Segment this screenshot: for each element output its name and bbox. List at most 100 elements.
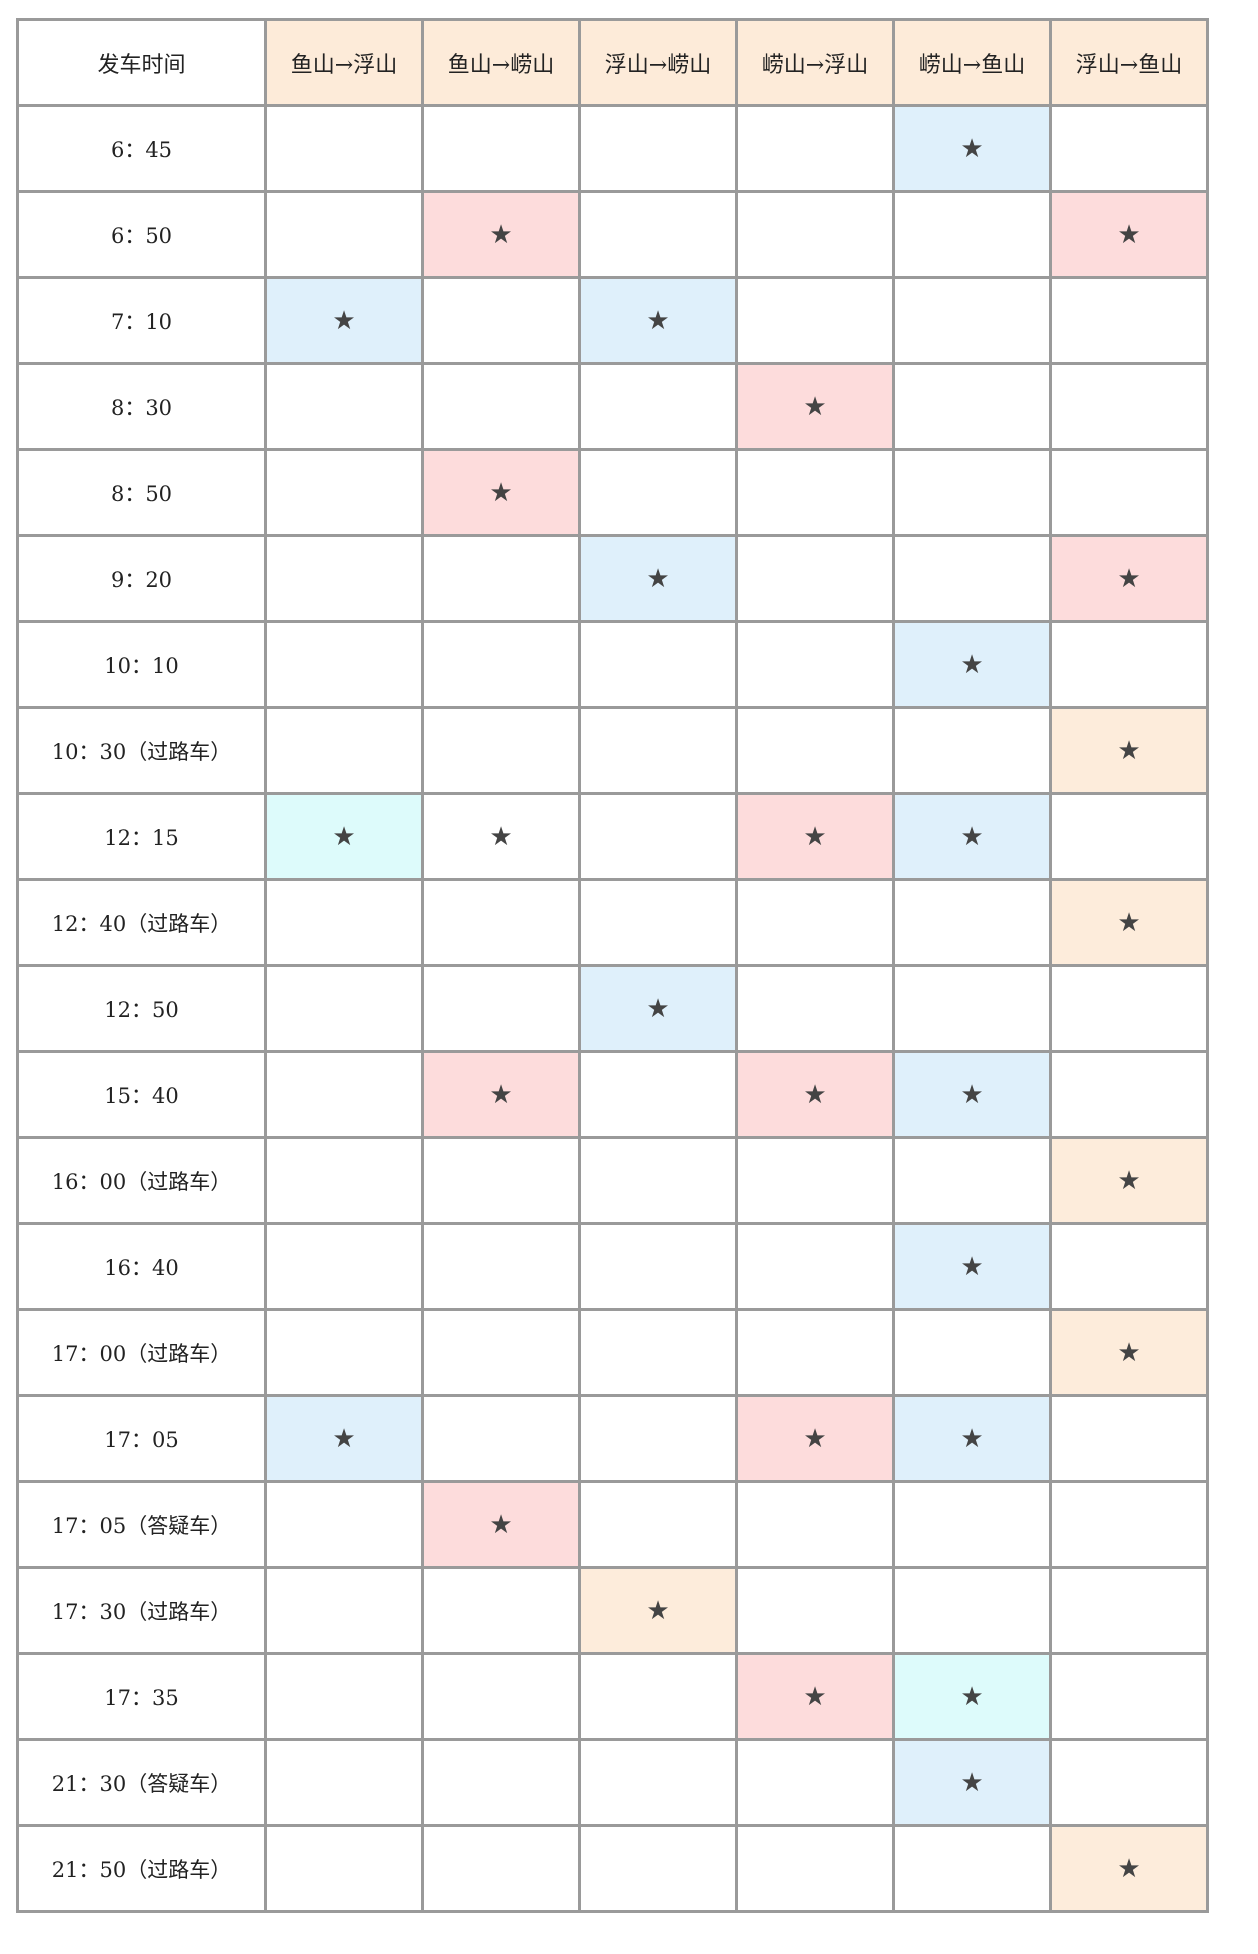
empty-cell [892,1136,1052,1225]
star-icon: ★ [892,1222,1052,1311]
empty-cell [421,104,581,193]
table-row: 17：05（答疑车） ★ [16,1480,1209,1569]
empty-cell [578,792,738,881]
empty-cell [421,1824,581,1913]
empty-cell [421,1652,581,1741]
empty-cell [264,878,424,967]
empty-cell [578,1136,738,1225]
empty-cell [892,276,1052,365]
header-route: 鱼山→浮山 [264,18,424,107]
star-icon: ★ [421,190,581,279]
empty-cell [735,620,895,709]
empty-cell [735,1566,895,1655]
header-route: 浮山→崂山 [578,18,738,107]
star-icon: ★ [735,1652,895,1741]
star-icon: ★ [264,1394,424,1483]
departure-time: 6：50 [16,190,267,279]
empty-cell [892,1566,1052,1655]
empty-cell [421,1738,581,1827]
departure-time: 17：05 [16,1394,267,1483]
header-route: 鱼山→崂山 [421,18,581,107]
table-row: 12：50 ★ [16,964,1209,1053]
star-icon: ★ [892,104,1052,193]
star-icon: ★ [735,362,895,451]
table-row: 8：50 ★ [16,448,1209,537]
empty-cell [578,1738,738,1827]
star-icon: ★ [1049,534,1209,623]
empty-cell [421,1566,581,1655]
departure-time: 21：30（答疑车） [16,1738,267,1827]
departure-time: 17：00（过路车） [16,1308,267,1397]
table-row: 17：05 ★ ★ ★ [16,1394,1209,1483]
star-icon: ★ [421,448,581,537]
departure-time: 6：45 [16,104,267,193]
table-row: 10：10 ★ [16,620,1209,709]
empty-cell [735,1136,895,1225]
empty-cell [1049,620,1209,709]
star-icon: ★ [892,620,1052,709]
departure-time: 9：20 [16,534,267,623]
star-icon: ★ [1049,190,1209,279]
empty-cell [578,1308,738,1397]
empty-cell [735,448,895,537]
departure-time: 10：10 [16,620,267,709]
empty-cell [735,1222,895,1311]
star-icon: ★ [892,1394,1052,1483]
empty-cell [735,104,895,193]
table-row: 10：30（过路车） ★ [16,706,1209,795]
departure-time: 8：30 [16,362,267,451]
empty-cell [892,534,1052,623]
table-row: 15：40 ★ ★ ★ [16,1050,1209,1139]
empty-cell [264,706,424,795]
empty-cell [892,1480,1052,1569]
empty-cell [578,878,738,967]
empty-cell [1049,1222,1209,1311]
empty-cell [578,620,738,709]
empty-cell [578,190,738,279]
empty-cell [892,1308,1052,1397]
empty-cell [264,1308,424,1397]
empty-cell [1049,104,1209,193]
star-icon: ★ [1049,1308,1209,1397]
star-icon: ★ [421,1480,581,1569]
empty-cell [421,1136,581,1225]
table-row: 12：15 ★ ★ ★ ★ [16,792,1209,881]
departure-time: 15：40 [16,1050,267,1139]
empty-cell [735,878,895,967]
star-icon: ★ [421,792,581,881]
empty-cell [264,964,424,1053]
empty-cell [578,1652,738,1741]
star-icon: ★ [1049,1824,1209,1913]
star-icon: ★ [421,1050,581,1139]
empty-cell [892,964,1052,1053]
empty-cell [421,620,581,709]
empty-cell [735,1308,895,1397]
empty-cell [1049,1480,1209,1569]
departure-time: 16：40 [16,1222,267,1311]
empty-cell [578,1222,738,1311]
empty-cell [735,1824,895,1913]
departure-time: 12：50 [16,964,267,1053]
empty-cell [735,964,895,1053]
star-icon: ★ [892,1050,1052,1139]
empty-cell [892,1824,1052,1913]
empty-cell [421,706,581,795]
star-icon: ★ [735,1394,895,1483]
table-row: 7：10 ★ ★ [16,276,1209,365]
table-row: 6：45 ★ [16,104,1209,193]
table-row: 16：40 ★ [16,1222,1209,1311]
empty-cell [264,1222,424,1311]
table-row: 8：30 ★ [16,362,1209,451]
empty-cell [1049,362,1209,451]
empty-cell [578,1480,738,1569]
empty-cell [1049,448,1209,537]
table-row: 21：50（过路车） ★ [16,1824,1209,1913]
empty-cell [1049,1050,1209,1139]
empty-cell [1049,1566,1209,1655]
star-icon: ★ [1049,1136,1209,1225]
empty-cell [735,1480,895,1569]
empty-cell [421,362,581,451]
empty-cell [264,448,424,537]
empty-cell [421,1394,581,1483]
empty-cell [264,1480,424,1569]
